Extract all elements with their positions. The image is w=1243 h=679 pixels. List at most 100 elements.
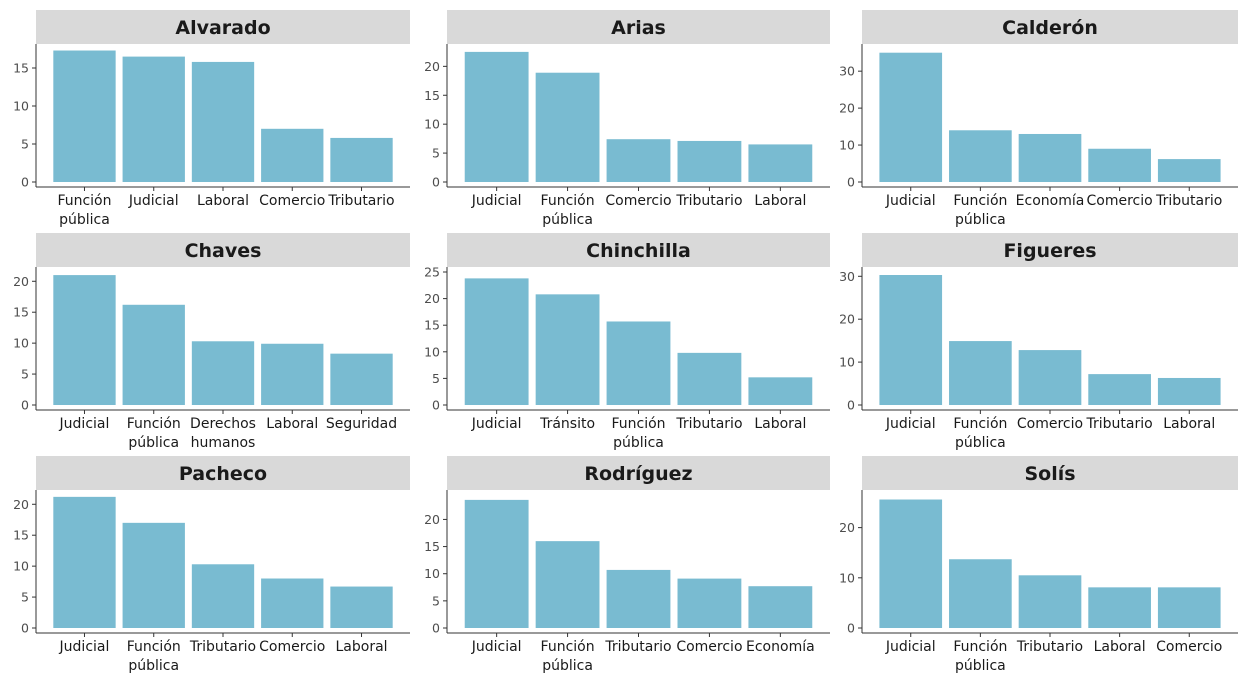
x-tick-label-line: Función [611, 416, 665, 432]
y-tick-label: 10 [424, 566, 440, 581]
bar [748, 377, 813, 405]
facet-strip [36, 233, 410, 267]
y-tick-label: 25 [424, 265, 440, 280]
x-tick-label-line: Función [57, 193, 111, 209]
bar [606, 139, 671, 182]
y-tick-label: 5 [432, 371, 440, 386]
bar [53, 50, 116, 182]
bar [1088, 587, 1151, 628]
x-tick-label: Derechos humanos [190, 416, 256, 451]
y-tick-label: 30 [839, 269, 855, 284]
x-tick-label: Judicial [59, 639, 110, 655]
x-tick-label-line: humanos [191, 435, 256, 451]
facet-panel: Calderón 0 10 20 30 Judicial Función pública Eco… [839, 10, 1238, 228]
facet-title: Figueres [1003, 240, 1096, 262]
y-tick-label: 10 [424, 344, 440, 359]
bar [879, 499, 943, 628]
y-tick-label: 10 [839, 138, 855, 153]
facet-strip [862, 456, 1238, 490]
facet-title: Chaves [185, 240, 262, 262]
facet-panel: Solís 0 10 20 Judicial Función pública Tributar… [839, 456, 1238, 674]
y-tick-label: 10 [13, 559, 29, 574]
bar [535, 294, 600, 405]
x-tick-label-line: pública [542, 212, 593, 228]
bar [677, 352, 742, 405]
bar [330, 353, 393, 405]
facet-strip [862, 233, 1238, 267]
x-tick-label-line: pública [955, 435, 1006, 451]
x-tick-label: Judicial [885, 193, 936, 209]
x-tick-label: Comercio [259, 193, 325, 209]
facet-strip [36, 456, 410, 490]
y-tick-label: 30 [839, 64, 855, 79]
x-tick-label-line: pública [613, 435, 664, 451]
bar [1018, 133, 1082, 182]
y-tick-label: 0 [847, 621, 855, 636]
y-tick-label: 5 [21, 367, 29, 382]
bar [879, 52, 943, 182]
bar [748, 586, 813, 628]
x-tick-label: Laboral [754, 416, 806, 432]
bar [330, 586, 393, 628]
y-tick-label: 5 [432, 593, 440, 608]
y-tick-label: 15 [424, 88, 440, 103]
bar [464, 499, 529, 628]
y-tick-label: 20 [424, 291, 440, 306]
x-tick-label-line: Función [127, 416, 181, 432]
bar [535, 541, 600, 628]
x-tick-label: Tributario [189, 639, 256, 655]
bar [949, 130, 1012, 182]
x-tick-label: Función pública [541, 193, 595, 228]
bar [122, 56, 185, 182]
x-tick-label: Judicial [128, 193, 179, 209]
bar [53, 496, 116, 628]
bar [535, 72, 600, 182]
x-tick-label: Judicial [471, 416, 522, 432]
x-tick-label: Tránsito [539, 416, 595, 432]
bar [606, 321, 671, 405]
x-tick-label: Economía [1016, 193, 1085, 209]
x-tick-label-line: pública [955, 658, 1006, 674]
y-tick-label: 15 [424, 318, 440, 333]
bar [949, 559, 1012, 628]
bar [122, 522, 185, 628]
bar [677, 140, 742, 182]
facet-panel: Alvarado 0 5 10 15 Función pública Judicial Labo… [13, 10, 410, 228]
bar [1088, 374, 1151, 405]
x-tick-label: Comercio [605, 193, 671, 209]
facet-title: Calderón [1002, 17, 1098, 39]
y-tick-label: 0 [21, 398, 29, 413]
x-tick-label: Tributario [604, 639, 671, 655]
bar [191, 61, 255, 182]
facet-strip [447, 10, 830, 44]
x-tick-label: Función pública [953, 639, 1007, 674]
y-tick-label: 20 [424, 512, 440, 527]
y-tick-label: 10 [424, 117, 440, 132]
y-tick-label: 10 [13, 336, 29, 351]
x-tick-label: Judicial [59, 416, 110, 432]
y-tick-label: 20 [424, 59, 440, 74]
x-tick-label-line: Función [127, 639, 181, 655]
x-tick-label: Tributario [675, 193, 742, 209]
bar [191, 564, 255, 628]
facet-panel: Pacheco 0 5 10 15 20 Judicial Función pública Tri… [13, 456, 410, 674]
y-tick-label: 0 [847, 398, 855, 413]
y-tick-label: 20 [13, 497, 29, 512]
bar [261, 578, 324, 628]
x-tick-label: Laboral [335, 639, 387, 655]
y-tick-label: 10 [13, 99, 29, 114]
x-tick-label-line: Función [953, 416, 1007, 432]
facet-panel: Chinchilla 0 5 10 15 20 25 Judicial Tránsito Func… [424, 233, 830, 451]
y-tick-label: 20 [839, 312, 855, 327]
x-tick-label: Laboral [1163, 416, 1215, 432]
x-tick-label: Comercio [259, 639, 325, 655]
bar [1088, 148, 1151, 182]
y-tick-label: 0 [847, 175, 855, 190]
y-tick-label: 10 [839, 570, 855, 585]
bar [1157, 587, 1221, 628]
facet-title: Arias [611, 17, 666, 39]
x-tick-label: Función pública [611, 416, 665, 451]
y-tick-label: 0 [21, 175, 29, 190]
y-tick-label: 5 [21, 137, 29, 152]
x-tick-label: Tributario [327, 193, 394, 209]
